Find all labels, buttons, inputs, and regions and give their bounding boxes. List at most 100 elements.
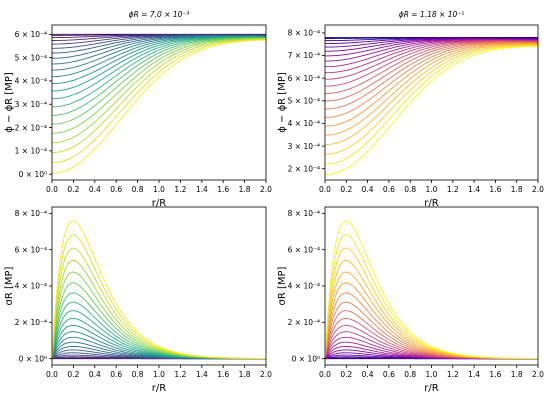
series-line [52,220,266,359]
series-line [325,45,538,165]
series-line [52,37,266,108]
x-tick-label: 0.4 [362,185,374,194]
y-tick-label: 8 × 10⁻⁴ [288,209,320,218]
x-tick-label: 1.6 [489,185,501,194]
x-tick-label: 0.4 [362,370,374,379]
x-tick-label: 0.2 [67,370,79,379]
series-line [325,43,538,127]
curve-group [52,220,266,360]
y-tick-label: 8 × 10⁻⁴ [15,209,47,218]
series-line [325,43,538,136]
y-tick-label: 4 × 10⁻⁴ [288,119,320,128]
x-tick-label: 2.0 [532,370,544,379]
x-tick-label: 1.8 [239,370,251,379]
curve-group [52,33,266,174]
y-axis-label: ϕ − ϕR [MP] [4,72,15,133]
y-tick-label: 4 × 10⁻⁴ [288,282,320,291]
panel-bottom-left: 0.0 0.2 0.4 0.6 0.8 1.0 1.2 1.4 1.6 1.8 2.0 0 × 10⁰… [4,206,272,394]
y-tick-label: 5 × 10⁻⁴ [288,97,320,106]
y-tick-label: 0 × 10⁰ [292,354,320,363]
x-tick-label: 0.6 [383,185,395,194]
panel-bottom-right: 0.0 0.2 0.4 0.6 0.8 1.0 1.2 1.4 1.6 1.8 2.0 0 × 10⁰… [277,206,544,394]
x-tick-label: 0.6 [110,370,122,379]
x-tick-label: 1.2 [447,370,459,379]
y-tick-label: 6 × 10⁻⁴ [288,74,320,83]
y-tick-label: 1 × 10⁻⁴ [15,147,47,156]
y-tick-label: 2 × 10⁻⁴ [15,123,47,132]
y-axis-label: σR [MP] [4,266,15,305]
x-tick-label: 2.0 [532,185,544,194]
y-tick-label: 0 × 10⁰ [19,170,47,179]
y-tick-label: 6 × 10⁻⁴ [288,245,320,254]
y-tick-label: 6 × 10⁻⁴ [15,245,47,254]
x-tick-label: 1.6 [489,370,501,379]
x-tick-label: 2.0 [260,185,272,194]
y-tick-label: 8 × 10⁻⁴ [288,29,320,38]
y-tick-label: 2 × 10⁻⁴ [15,318,47,327]
x-tick-label: 0.0 [46,370,58,379]
series-line [325,45,538,175]
y-tick-label: 5 × 10⁻⁴ [15,53,47,62]
x-axis-label: r/R [152,198,166,209]
x-axis-label: r/R [152,383,166,394]
x-tick-label: 0.0 [319,185,331,194]
x-tick-label: 1.8 [239,185,251,194]
series-line [325,42,538,118]
series-line [52,38,266,144]
panel-title: ϕR = 1.18 × 10⁻¹ [399,10,464,19]
x-axis-label: r/R [424,198,438,209]
x-tick-label: 0.0 [46,185,58,194]
y-tick-label: 6 × 10⁻⁴ [15,30,47,39]
y-tick-label: 3 × 10⁻⁴ [15,100,47,109]
series-line [52,37,266,125]
panel-top-right: 0.0 0.2 0.4 0.6 0.8 1.0 1.2 1.4 1.6 1.8 2.0 2 × 10⁻… [277,10,544,209]
x-tick-label: 1.2 [174,370,186,379]
y-tick-label: 3 × 10⁻⁴ [288,142,320,151]
series-line [52,234,266,359]
y-axis-label: ϕ − ϕR [MP] [277,72,288,133]
series-line [52,37,266,116]
curve-group [325,220,538,360]
series-line [325,44,538,145]
x-tick-label: 0.8 [132,370,144,379]
x-tick-label: 1.6 [217,370,229,379]
y-tick-label: 2 × 10⁻⁴ [288,164,320,173]
curve-group [325,37,538,175]
x-tick-label: 0.2 [67,185,79,194]
x-tick-label: 0.6 [110,185,122,194]
y-tick-label: 2 × 10⁻⁴ [288,318,320,327]
x-tick-label: 1.6 [217,185,229,194]
x-tick-label: 1.0 [426,185,438,194]
series-line [52,37,266,134]
x-tick-label: 1.2 [174,185,186,194]
x-tick-label: 1.4 [468,185,480,194]
axes-frame [324,206,539,366]
x-tick-label: 1.8 [511,370,523,379]
series-line [52,39,266,174]
x-tick-label: 1.4 [196,185,208,194]
series-line [325,44,538,155]
x-tick-label: 1.0 [153,370,165,379]
x-tick-label: 0.8 [404,185,416,194]
x-tick-label: 1.0 [153,185,165,194]
x-tick-label: 0.4 [89,370,101,379]
series-line [52,38,266,153]
x-axis-label: r/R [424,383,438,394]
series-line [325,220,538,359]
x-tick-label: 1.0 [426,370,438,379]
panel-top-left: 0.0 0.2 0.4 0.6 0.8 1.0 1.2 1.4 1.6 1.8 2.0 0 × 10⁰… [4,10,272,209]
x-tick-label: 0.2 [340,185,352,194]
axes-frame [51,24,267,181]
y-tick-label: 7 × 10⁻⁴ [288,51,320,60]
x-tick-label: 1.4 [196,370,208,379]
series-line [52,247,266,359]
panel-title: ϕR = 7.0 × 10⁻³ [129,10,190,19]
x-tick-label: 1.2 [447,185,459,194]
y-tick-label: 4 × 10⁻⁴ [15,282,47,291]
x-tick-label: 0.2 [340,370,352,379]
y-tick-label: 4 × 10⁻⁴ [15,77,47,86]
x-tick-label: 1.8 [511,185,523,194]
series-line [325,234,538,359]
series-line [325,41,538,102]
